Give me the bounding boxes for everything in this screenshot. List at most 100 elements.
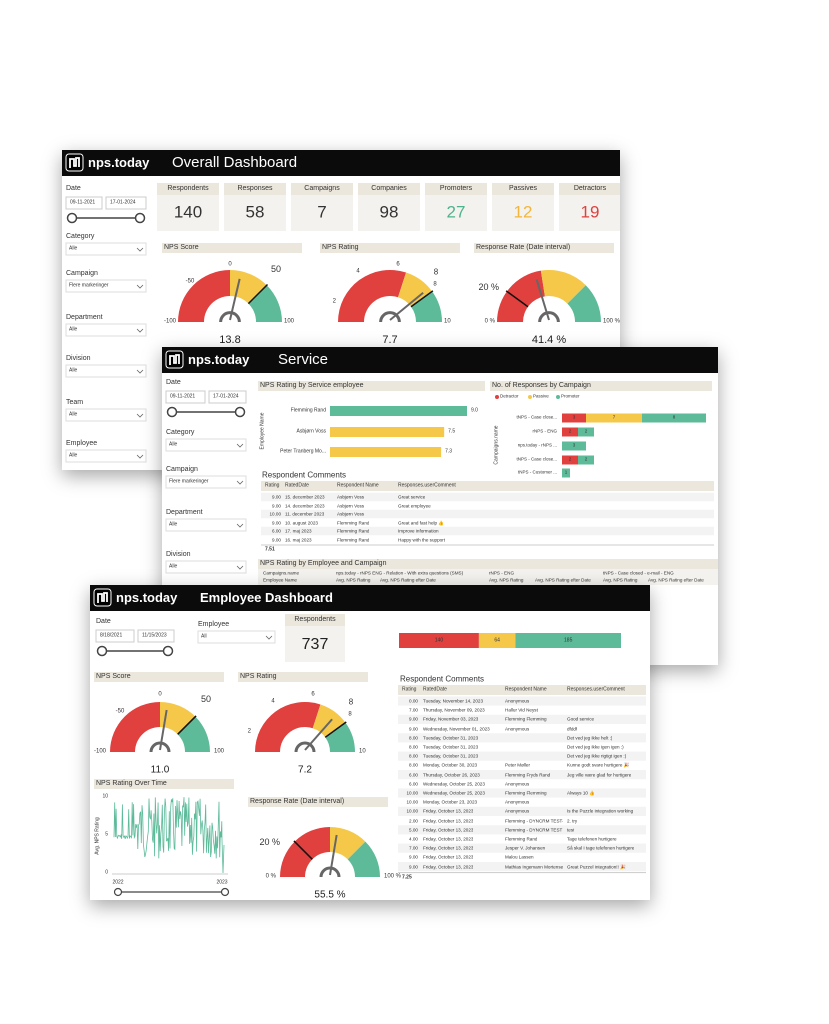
dropdown[interactable] [65, 279, 147, 293]
segment-label: 8 [672, 414, 676, 420]
slider-handle[interactable] [96, 645, 108, 657]
gauge-value: 55.5 % [314, 889, 346, 901]
table-cell: Friday, November 03, 2023 [423, 716, 479, 722]
dropdown-value[interactable]: Alle [169, 521, 178, 528]
slider-handle[interactable] [113, 887, 123, 897]
gauge-value: 13.8 [219, 333, 241, 346]
table-cell: Tuesday, October 31, 2023 [423, 744, 479, 750]
dropdown[interactable] [165, 438, 247, 452]
dropdown-value[interactable]: Alle [69, 411, 78, 418]
kpi-header [358, 183, 420, 195]
gauge-needle [229, 278, 241, 321]
dropdown[interactable] [197, 630, 276, 644]
dropdown-value[interactable]: Alle [69, 326, 78, 333]
dropdown[interactable] [65, 242, 147, 256]
dropdown[interactable] [65, 449, 147, 463]
category-label: Flemming Rand [290, 407, 326, 414]
date-to[interactable]: 17-01-2024 [110, 199, 136, 206]
kpi-value: 7 [317, 202, 327, 222]
dropdown[interactable] [165, 518, 247, 532]
date-box[interactable] [95, 629, 135, 643]
gauge-label: 50 [200, 694, 212, 705]
kpi-label: Passives [508, 185, 538, 193]
distribution-segment [478, 633, 516, 648]
gauge-hub [319, 866, 341, 878]
dropdown[interactable] [165, 475, 247, 489]
table-cell: 11. december 2023 [285, 511, 325, 517]
table-cell: Det ved jeg ikke rigtigt igen :) [567, 753, 627, 759]
kpi-header [157, 183, 219, 195]
filter-label: Division [66, 355, 91, 363]
y-tick-label: 10 [102, 793, 108, 800]
y-tick-label: 0 [105, 869, 108, 876]
date-box[interactable] [165, 390, 206, 404]
x-tick-label: 2023 [216, 879, 228, 886]
dropdown-value[interactable]: Alle [69, 452, 78, 459]
date-from[interactable]: 8/18/2021 [100, 632, 123, 639]
slider-handle[interactable] [162, 645, 174, 657]
table-cell: 5.00 [409, 827, 418, 833]
dropdown[interactable] [65, 408, 147, 422]
dropdown-value[interactable]: Alle [169, 441, 178, 448]
table-cell: 10.00 [406, 790, 419, 796]
gauge-label: 10 [444, 318, 451, 325]
row-bg [398, 788, 646, 798]
section-title-bar [320, 243, 460, 253]
segment-label: 185 [564, 637, 573, 644]
kpi-header [559, 183, 620, 195]
gauge-band [230, 270, 267, 304]
axis-label: Employee Name [259, 412, 266, 450]
dropdown-value[interactable]: Alle [69, 245, 78, 252]
date-box[interactable] [208, 390, 247, 404]
row-bg [261, 526, 714, 536]
dropdown-value[interactable]: Alle [169, 563, 178, 570]
gauge-band [248, 285, 282, 322]
date-from[interactable]: 09-11-2021 [70, 199, 96, 206]
slider-handle[interactable] [134, 212, 146, 224]
category-label: tNPS - Customer ... [517, 469, 557, 475]
dropdown-value[interactable]: Alle [69, 367, 78, 374]
section-title: NPS Rating Over Time [96, 780, 167, 788]
filter-label: Employee [198, 621, 230, 629]
distribution-segment [399, 633, 479, 648]
slider-handle[interactable] [220, 887, 230, 897]
row-bg [398, 806, 646, 816]
table-cell: Tuesday, October 31, 2023 [423, 735, 479, 741]
value-label: 7.5 [448, 428, 456, 435]
table-cell: Anonymous [505, 799, 530, 805]
dropdown[interactable] [65, 364, 147, 378]
dropdown[interactable] [165, 560, 247, 574]
date-box[interactable] [65, 196, 103, 210]
overall-dashboard: nps.today Overall Dashboard Date 09-11-2021… [62, 150, 620, 470]
gauge-label: -100 [163, 318, 176, 325]
slider-handle[interactable] [166, 406, 178, 418]
section-title: NPS Rating [322, 244, 359, 252]
column-header: Responses.userComment [398, 482, 456, 489]
gauge-label: 20 % [259, 837, 280, 848]
date-box[interactable] [137, 629, 175, 643]
gauge-label: 0 [228, 261, 232, 268]
dropdown-value[interactable]: Flere markeringer [69, 282, 109, 289]
date-from[interactable]: 09-11-2021 [170, 393, 196, 400]
legend-marker [495, 395, 499, 399]
date-to[interactable]: 11/15/2023 [142, 632, 167, 639]
dropdown[interactable] [65, 323, 147, 337]
table-cell: Flemming Rand [337, 519, 370, 525]
slider-handle[interactable] [66, 212, 78, 224]
brand: nps.today [88, 154, 150, 170]
table-cell: 9.00 [272, 519, 281, 525]
dropdown-value[interactable]: All [201, 633, 207, 640]
table-cell: 10.00 [406, 808, 419, 814]
dropdown-value[interactable]: Flere markeringer [169, 478, 209, 485]
date-box[interactable] [105, 196, 147, 210]
gauge-value: 11.0 [150, 764, 170, 776]
gauge-band [567, 285, 601, 322]
table-cell: Jeg ville være glad for hurtigere [567, 772, 632, 778]
segment-label: 2 [568, 456, 572, 462]
table-cell: Flemming Fryds Rand [505, 772, 551, 778]
slider-handle[interactable] [234, 406, 246, 418]
column-header: Responses.userComment [567, 686, 625, 693]
kpi-header [291, 183, 353, 195]
date-to[interactable]: 17-01-2024 [213, 393, 239, 400]
gauge-needle [159, 709, 168, 751]
